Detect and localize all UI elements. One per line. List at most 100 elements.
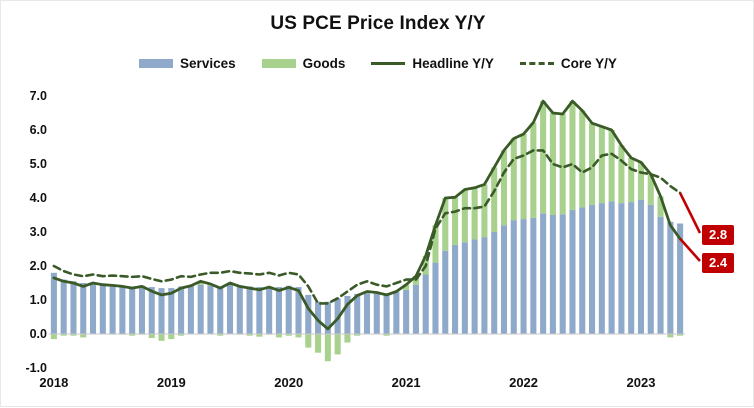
bar-goods (344, 334, 350, 343)
core-callout: 2.4 (702, 253, 734, 273)
bar-goods (521, 134, 527, 219)
bar-goods (560, 114, 566, 214)
bar-services (119, 286, 125, 334)
bar-services (423, 275, 429, 335)
bar-goods (481, 184, 487, 237)
bar-services (432, 263, 438, 334)
bar-goods (511, 139, 517, 221)
bar-services (266, 286, 272, 334)
bar-services (198, 285, 204, 334)
legend-label-services: Services (180, 56, 236, 71)
bar-goods (315, 334, 321, 353)
bar-goods (609, 130, 615, 201)
x-axis-tick: 2022 (509, 375, 538, 390)
bar-services (51, 273, 57, 334)
legend-label-headline: Headline Y/Y (412, 56, 494, 71)
bar-services (638, 200, 644, 334)
y-axis-tick: 7.0 (3, 89, 47, 103)
bar-services (217, 286, 223, 334)
plot-area (49, 96, 685, 368)
bar-goods (618, 145, 624, 203)
bar-services (442, 251, 448, 334)
bar-services (70, 281, 76, 334)
plot-svg (49, 96, 685, 368)
bar-goods (80, 334, 86, 337)
legend-item-core: Core Y/Y (520, 56, 617, 71)
legend-item-services: Services (139, 56, 236, 71)
bar-services (511, 220, 517, 334)
bar-services (540, 213, 546, 334)
bar-goods (305, 334, 311, 348)
bar-goods (325, 334, 331, 361)
bar-goods (599, 127, 605, 204)
core-line-icon (520, 62, 554, 65)
bar-services (90, 284, 96, 334)
legend-label-goods: Goods (303, 56, 346, 71)
core-line (54, 150, 680, 303)
bar-services (61, 280, 67, 334)
bar-goods (569, 101, 575, 210)
headline-callout: 2.8 (702, 225, 734, 245)
bar-goods (501, 150, 507, 225)
bar-services (354, 294, 360, 334)
bar-services (256, 287, 262, 334)
y-axis-tick: 6.0 (3, 123, 47, 137)
x-axis-tick: 2018 (39, 375, 68, 390)
x-axis-tick: 2020 (274, 375, 303, 390)
bar-services (393, 292, 399, 335)
legend-item-goods: Goods (262, 56, 346, 71)
bar-goods (276, 334, 282, 337)
goods-swatch-icon (262, 59, 296, 68)
y-axis-tick: 5.0 (3, 157, 47, 171)
y-axis-tick: 2.0 (3, 259, 47, 273)
bar-services (188, 286, 194, 334)
services-swatch-icon (139, 59, 173, 68)
headline-line-icon (371, 62, 405, 65)
bar-services (374, 293, 380, 334)
bar-services (501, 225, 507, 334)
bar-services (286, 286, 292, 334)
bar-services (521, 219, 527, 334)
bar-goods (335, 334, 341, 354)
bar-services (110, 285, 116, 334)
y-axis-tick: 3.0 (3, 225, 47, 239)
bar-services (491, 232, 497, 334)
y-axis-tick: -1.0 (3, 361, 47, 375)
bar-services (569, 210, 575, 334)
x-axis-tick: 2023 (627, 375, 656, 390)
bar-goods (579, 111, 585, 208)
bar-services (628, 202, 634, 334)
bar-services (149, 287, 155, 334)
legend-item-headline: Headline Y/Y (371, 56, 494, 71)
bar-goods (149, 334, 155, 338)
bar-services (550, 215, 556, 334)
y-axis-tick: 4.0 (3, 191, 47, 205)
bar-goods (51, 334, 57, 339)
bar-services (100, 285, 106, 334)
bar-goods (667, 334, 673, 337)
bar-services (599, 203, 605, 334)
bar-services (579, 208, 585, 334)
bar-services (452, 245, 458, 334)
bar-services (237, 286, 243, 334)
bar-services (560, 214, 566, 334)
bar-services (276, 287, 282, 334)
bar-goods (540, 101, 546, 213)
bar-goods (638, 162, 644, 199)
bar-services (178, 286, 184, 334)
legend-label-core: Core Y/Y (561, 56, 617, 71)
bar-goods (168, 334, 174, 339)
bar-goods (158, 334, 164, 341)
x-axis-tick: 2019 (157, 375, 186, 390)
bar-services (247, 286, 253, 334)
bar-goods (491, 167, 497, 232)
y-axis-tick: 1.0 (3, 293, 47, 307)
bar-services (413, 285, 419, 334)
bar-services (129, 286, 135, 334)
bar-services (462, 242, 468, 334)
bar-services (472, 239, 478, 334)
chart-legend: Services Goods Headline Y/Y Core Y/Y (1, 56, 754, 71)
bar-goods (628, 158, 634, 202)
